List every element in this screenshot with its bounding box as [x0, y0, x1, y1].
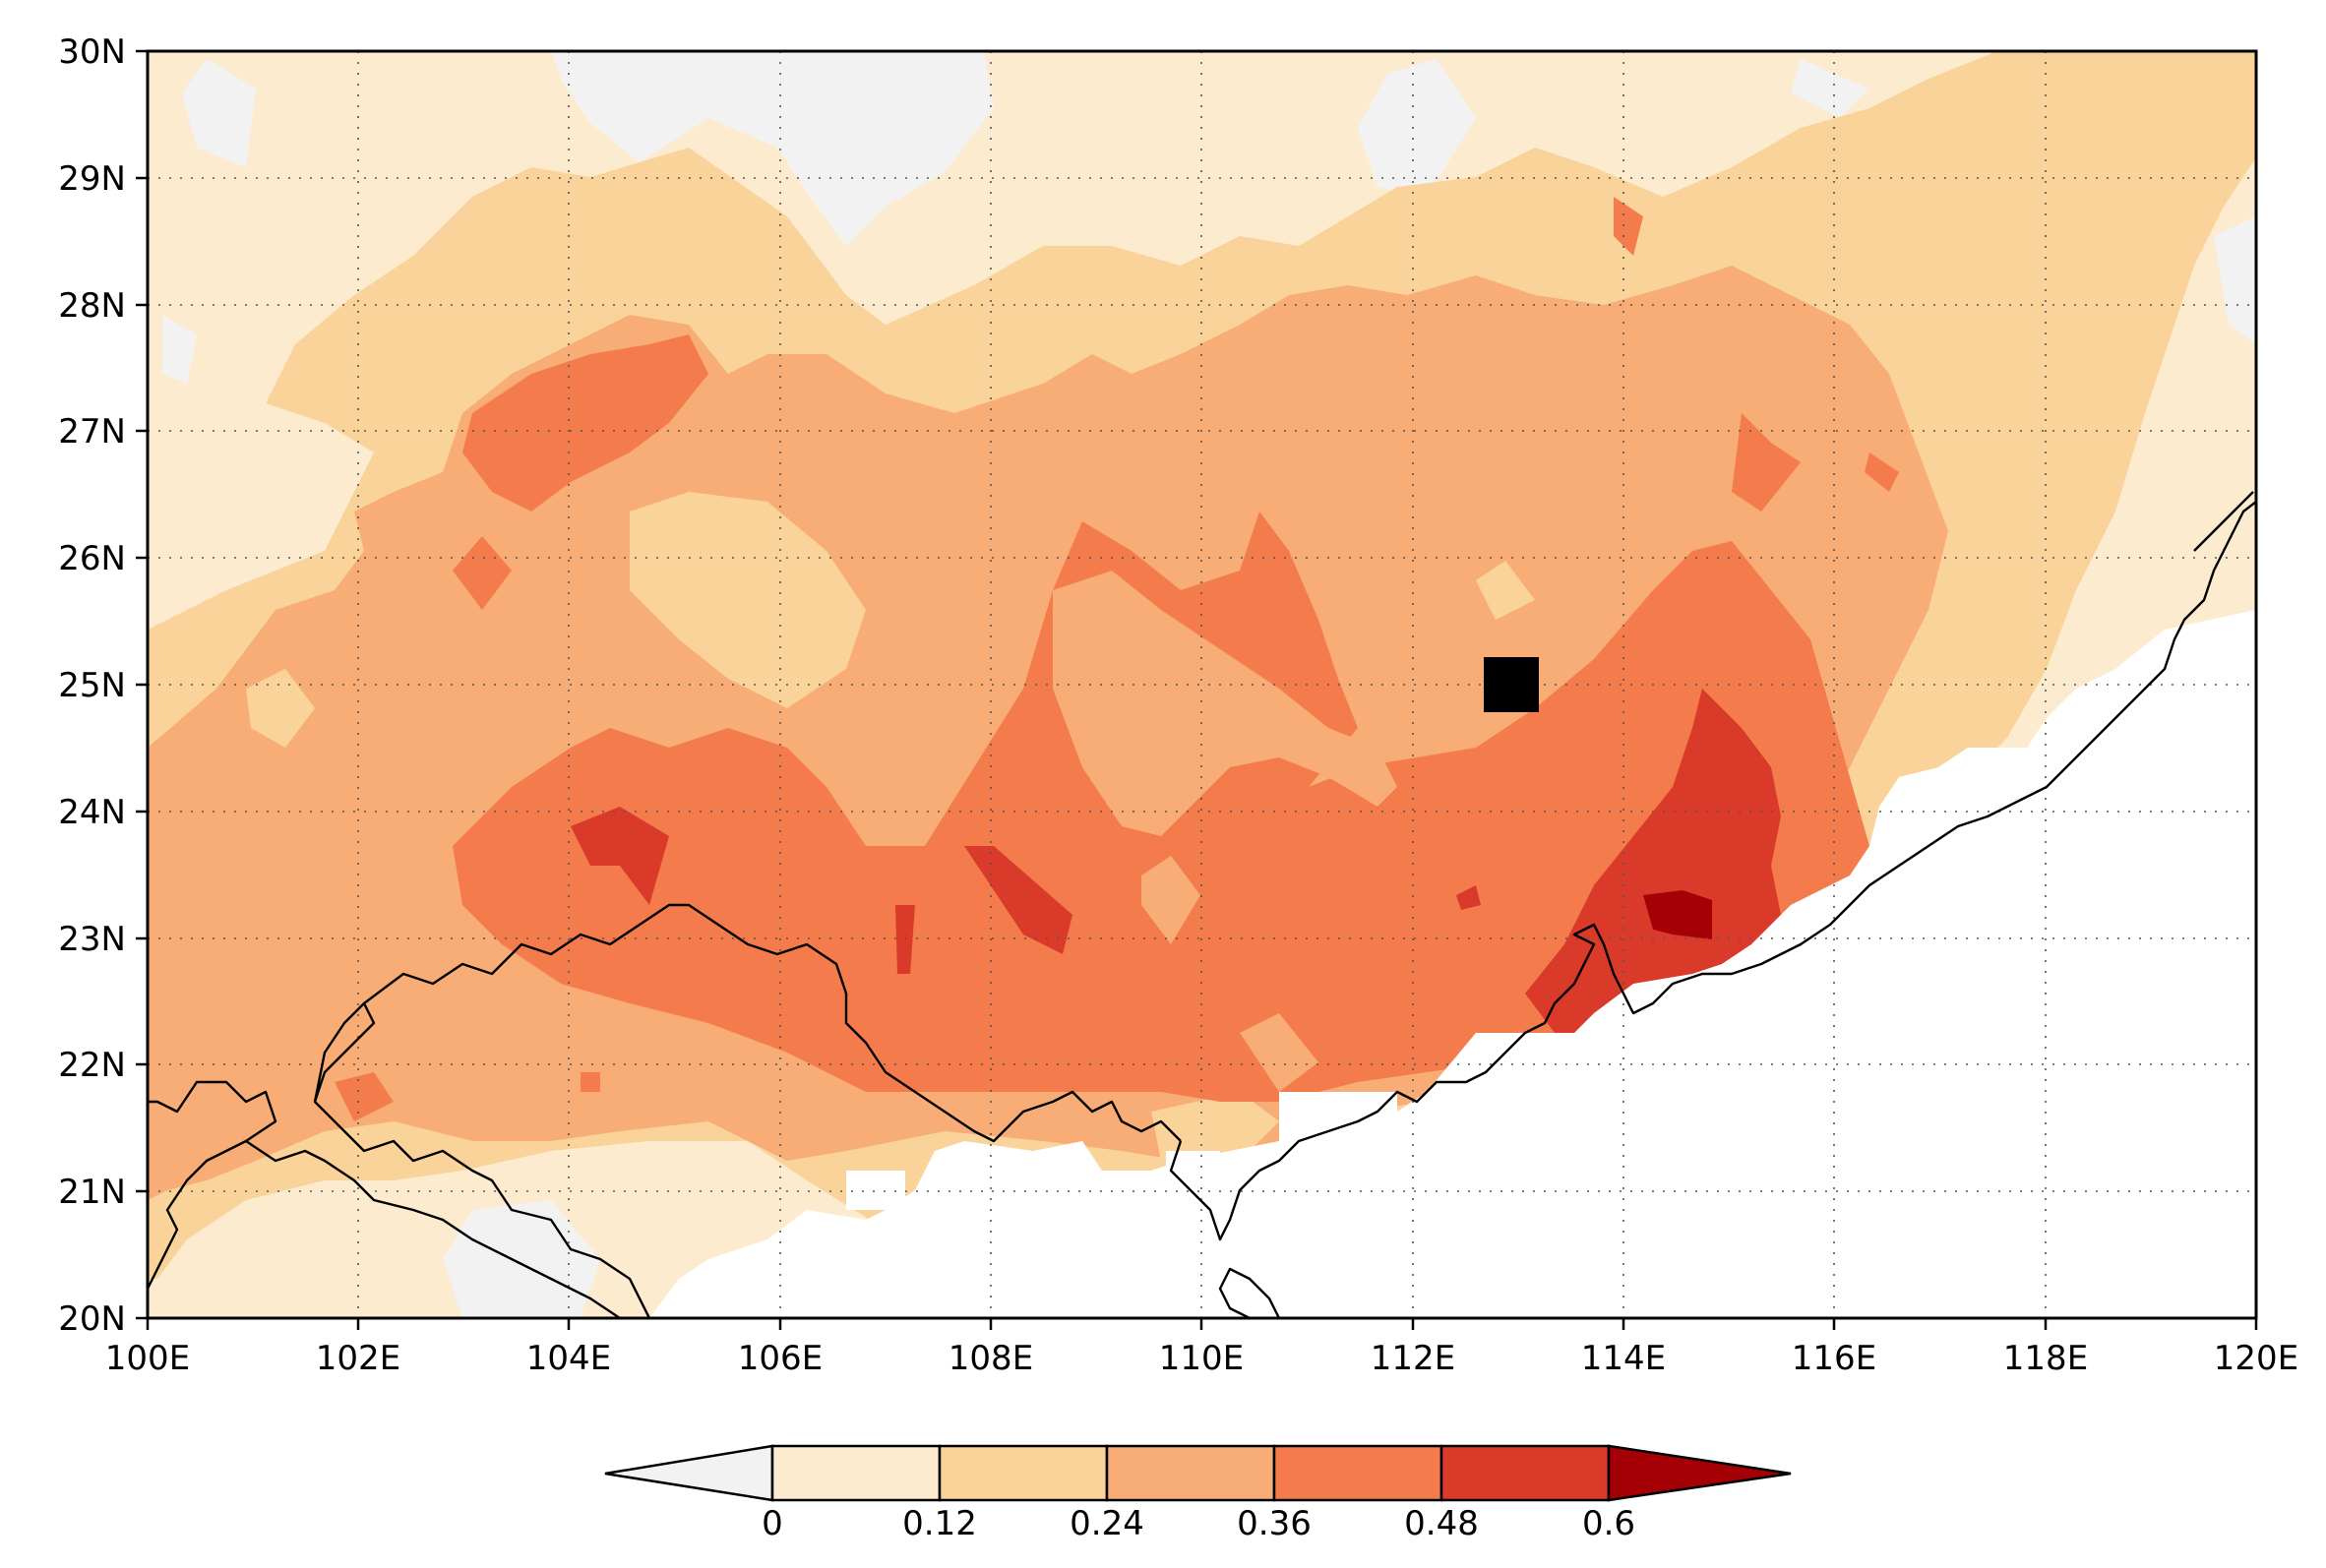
lat-label: 30N: [58, 32, 126, 72]
lon-label: 114E: [1581, 1339, 1666, 1378]
axis-ticks: [136, 49, 2258, 1330]
colorbar-labels: 0 0.12 0.24 0.36 0.48 0.6: [762, 1504, 1635, 1543]
lon-label: 106E: [738, 1339, 823, 1378]
lat-label: 21N: [58, 1173, 126, 1212]
lon-label: 116E: [1792, 1339, 1876, 1378]
coastline-borders: [148, 491, 2256, 1318]
lat-label: 28N: [58, 286, 126, 326]
lat-label: 22N: [58, 1046, 126, 1085]
colorbar-label: 0: [762, 1504, 783, 1543]
colorbar-segment: [770, 1444, 942, 1502]
map-plot-area: [148, 51, 2256, 1318]
colorbar-label: 0.12: [902, 1504, 977, 1543]
colorbar-segment: [1439, 1444, 1611, 1502]
colorbar: [604, 1444, 1792, 1502]
lon-label: 102E: [316, 1339, 400, 1378]
station-marker: [1484, 657, 1539, 712]
lon-label: 118E: [2003, 1339, 2088, 1378]
colorbar-segment: [938, 1444, 1109, 1502]
lat-label: 29N: [58, 159, 126, 199]
field-holes-2: [1053, 571, 1397, 1092]
lat-label: 26N: [58, 539, 126, 578]
lat-label: 23N: [58, 920, 126, 959]
colorbar-label: 0.36: [1237, 1504, 1312, 1543]
lon-label: 104E: [526, 1339, 611, 1378]
lat-label: 24N: [58, 793, 126, 832]
colorbar-label: 0.24: [1070, 1504, 1144, 1543]
colorbar-segment: [1272, 1444, 1443, 1502]
ocean-mask: [649, 551, 2256, 1318]
lon-label: 120E: [2214, 1339, 2298, 1378]
lon-label: 100E: [105, 1339, 190, 1378]
lon-axis-labels: 100E 102E 104E 106E 108E 110E 112E 114E …: [105, 1339, 2298, 1378]
colorbar-above-triangle: [1607, 1444, 1792, 1502]
lon-label: 108E: [949, 1339, 1033, 1378]
colorbar-label: 0.6: [1582, 1504, 1635, 1543]
lat-axis-labels: 30N 29N 28N 27N 26N 25N 24N 23N 22N 21N …: [58, 32, 126, 1339]
lat-label: 27N: [58, 412, 126, 452]
lon-label: 112E: [1371, 1339, 1455, 1378]
field-above-max: [1643, 890, 1712, 939]
colorbar-below-triangle: [604, 1444, 774, 1502]
lat-label: 20N: [58, 1299, 126, 1339]
lon-label: 110E: [1159, 1339, 1244, 1378]
ocean-mask-patches: [846, 895, 1983, 1318]
lat-label: 25N: [58, 666, 126, 705]
colorbar-label: 0.48: [1404, 1504, 1479, 1543]
colorbar-segment: [1105, 1444, 1276, 1502]
